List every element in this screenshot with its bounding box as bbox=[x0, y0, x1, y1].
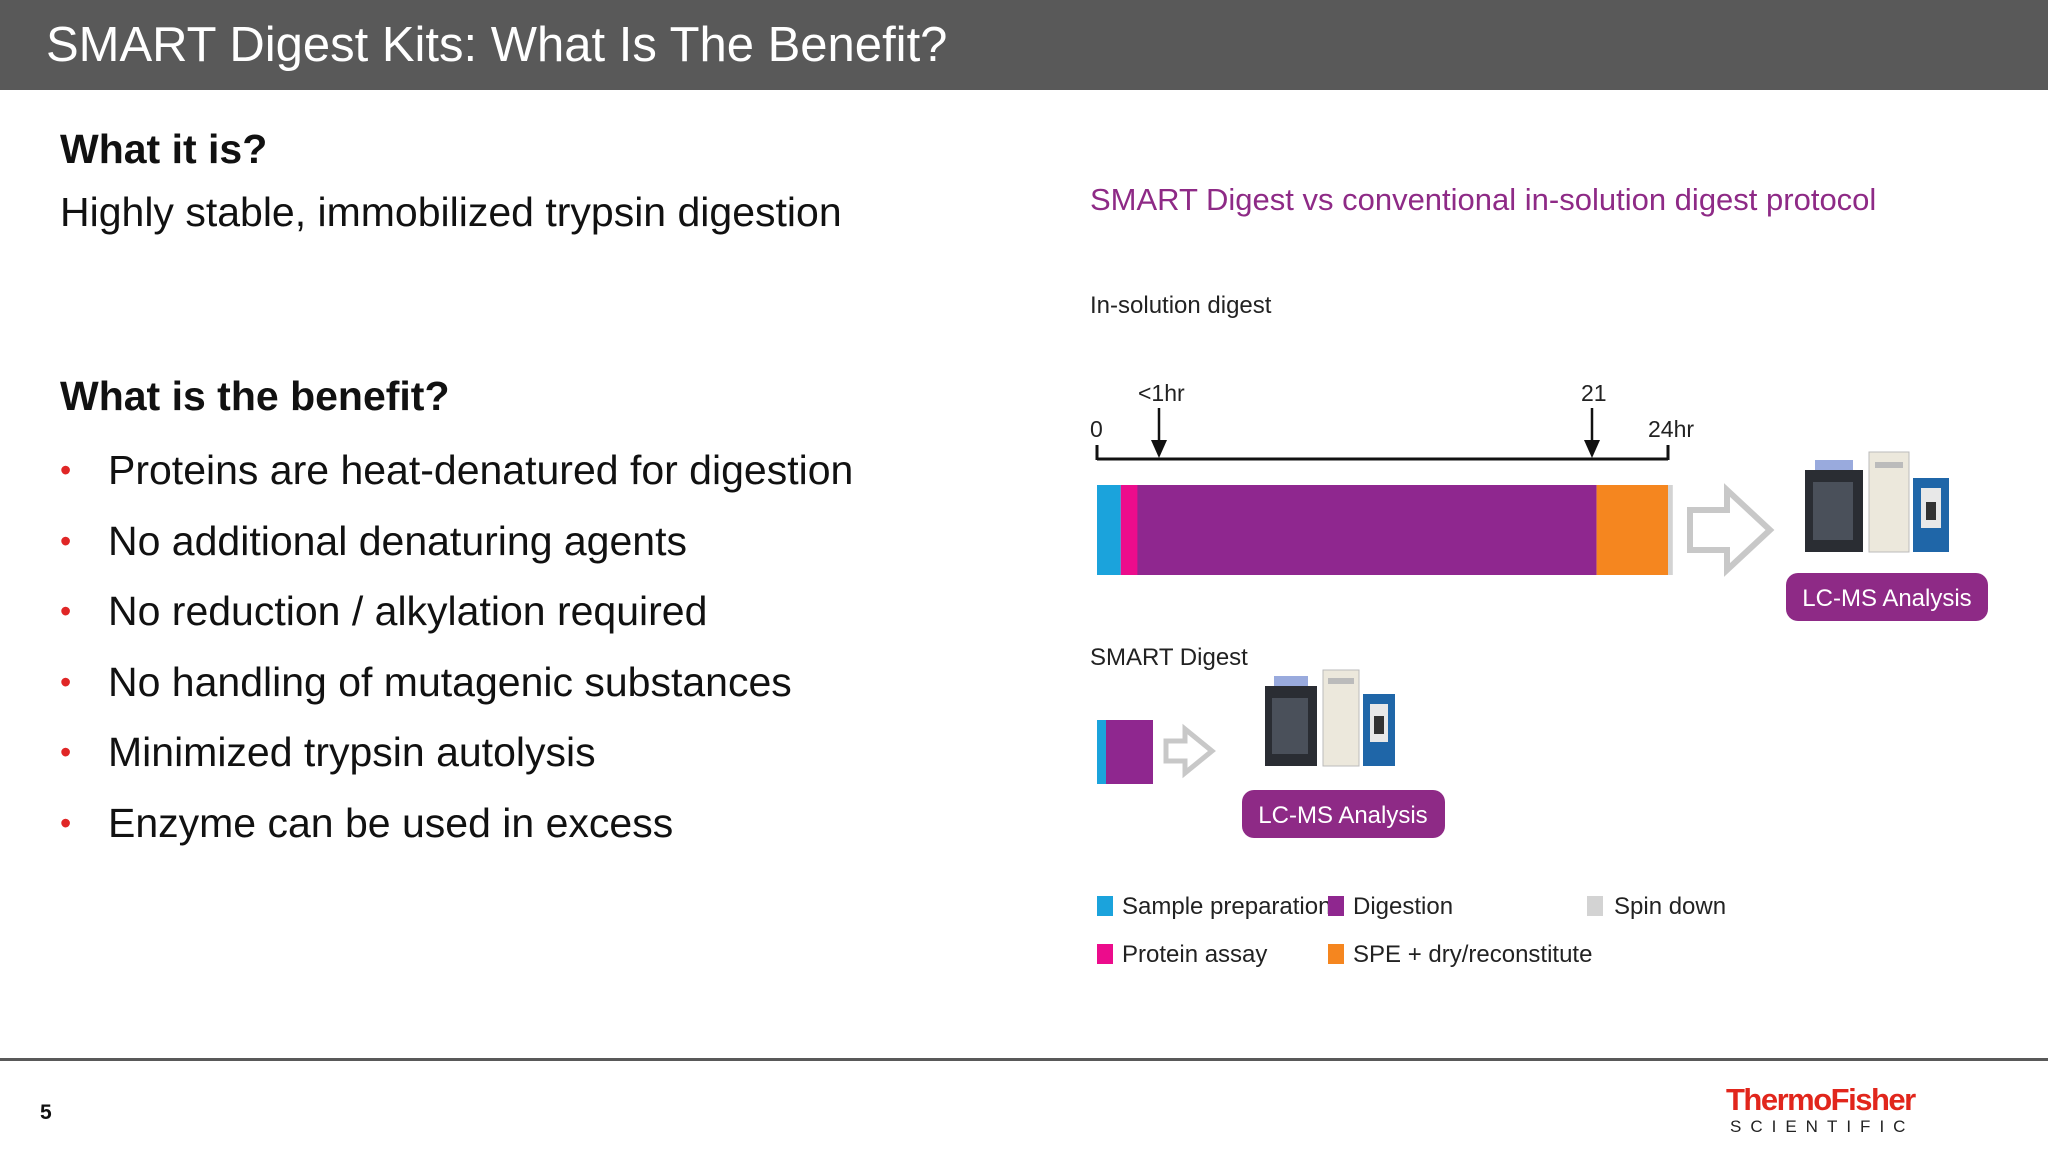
thermofisher-logo: ThermoFisher SCIENTIFIC bbox=[1726, 1082, 1918, 1136]
what-it-is-heading: What it is? bbox=[60, 126, 268, 172]
timeline-end-label: 24hr bbox=[1648, 416, 1694, 442]
smart-digest-label: SMART Digest bbox=[1090, 644, 1248, 671]
marker1-arrowhead-icon bbox=[1151, 440, 1167, 458]
legend-item-protein-assay: Protein assay bbox=[1097, 941, 1267, 968]
list-item: • Minimized trypsin autolysis bbox=[60, 724, 853, 795]
title-bar: SMART Digest Kits: What Is The Benefit? bbox=[0, 0, 2048, 90]
legend-item-spe: SPE + dry/reconstitute bbox=[1328, 941, 1592, 968]
page-number: 5 bbox=[40, 1101, 52, 1124]
legend-swatch bbox=[1587, 896, 1603, 916]
bullet-icon: • bbox=[60, 804, 72, 841]
smart-segment-sample-preparation bbox=[1097, 720, 1106, 784]
lcms-label-2: LC-MS Analysis bbox=[1258, 802, 1427, 829]
bullet-icon: • bbox=[60, 663, 72, 700]
benefit-heading: What is the benefit? bbox=[60, 373, 450, 419]
legend-swatch bbox=[1328, 944, 1344, 964]
lcms-instrument-icon bbox=[1805, 451, 1949, 553]
slide-title: SMART Digest Kits: What Is The Benefit? bbox=[46, 18, 948, 72]
legend-swatch bbox=[1097, 896, 1113, 916]
in-solution-bar bbox=[1097, 485, 1673, 575]
timeline-start-label: 0 bbox=[1090, 416, 1103, 442]
footer-divider bbox=[0, 1058, 2048, 1061]
legend-label: Digestion bbox=[1353, 893, 1453, 920]
protocol-diagram-svg: SMART Digest vs conventional in-solution… bbox=[1090, 182, 1988, 968]
diagram-title: SMART Digest vs conventional in-solution… bbox=[1090, 182, 1876, 217]
list-item: • Enzyme can be used in excess bbox=[60, 795, 853, 866]
lcms-label-1: LC-MS Analysis bbox=[1802, 585, 1971, 612]
smart-digest-bar bbox=[1097, 720, 1153, 784]
list-item: • No additional denaturing agents bbox=[60, 513, 853, 584]
timeline-marker1-label: <1hr bbox=[1138, 380, 1185, 406]
list-item: • No handling of mutagenic substances bbox=[60, 654, 853, 725]
arrow-right-icon bbox=[1687, 483, 1775, 577]
timeline-marker2-label: 21 bbox=[1581, 380, 1607, 406]
legend-swatch bbox=[1328, 896, 1344, 916]
legend-item-spin-down: Spin down bbox=[1587, 893, 1726, 920]
legend-item-sample-preparation: Sample preparation bbox=[1097, 893, 1331, 920]
timeline: 0 <1hr 21 24hr bbox=[1090, 380, 1694, 461]
what-it-is-text: Highly stable, immobilized trypsin diges… bbox=[60, 189, 842, 235]
legend-swatch bbox=[1097, 944, 1113, 964]
bullet-icon: • bbox=[60, 593, 72, 629]
logo-line2: SCIENTIFIC bbox=[1730, 1117, 1914, 1136]
benefit-list: • Proteins are heat-denatured for digesti… bbox=[60, 442, 853, 865]
marker2-arrowhead-icon bbox=[1584, 440, 1600, 458]
legend: Sample preparation Digestion Spin down P… bbox=[1097, 893, 1726, 968]
list-item: • Proteins are heat-denatured for digesti… bbox=[60, 442, 853, 513]
legend-label: Spin down bbox=[1614, 893, 1726, 920]
arrow-right-small-icon bbox=[1163, 723, 1216, 779]
lcms-pill-1 bbox=[1786, 573, 1988, 621]
bullet-icon: • bbox=[60, 522, 72, 559]
smart-segment-digestion bbox=[1106, 720, 1153, 784]
legend-item-digestion: Digestion bbox=[1328, 893, 1453, 920]
in-solution-label: In-solution digest bbox=[1090, 292, 1272, 319]
list-item: • No reduction / alkylation required bbox=[60, 583, 853, 654]
lcms-pill-2 bbox=[1242, 790, 1445, 838]
segment-sample-preparation bbox=[1097, 485, 1121, 575]
segment-protein-assay bbox=[1120, 485, 1138, 575]
legend-label: Protein assay bbox=[1122, 941, 1267, 968]
segment-spe bbox=[1596, 485, 1668, 575]
bullet-icon: • bbox=[60, 734, 72, 770]
bullet-icon: • bbox=[60, 452, 72, 488]
lcms-instrument-small-icon bbox=[1265, 669, 1395, 767]
protocol-diagram: SMART Digest vs conventional in-solution… bbox=[1000, 160, 2020, 1000]
legend-label: Sample preparation bbox=[1122, 893, 1331, 920]
segment-digestion bbox=[1137, 485, 1597, 575]
segment-spin-down bbox=[1668, 485, 1673, 575]
legend-label: SPE + dry/reconstitute bbox=[1353, 941, 1592, 968]
logo-line1: ThermoFisher bbox=[1726, 1082, 1916, 1117]
